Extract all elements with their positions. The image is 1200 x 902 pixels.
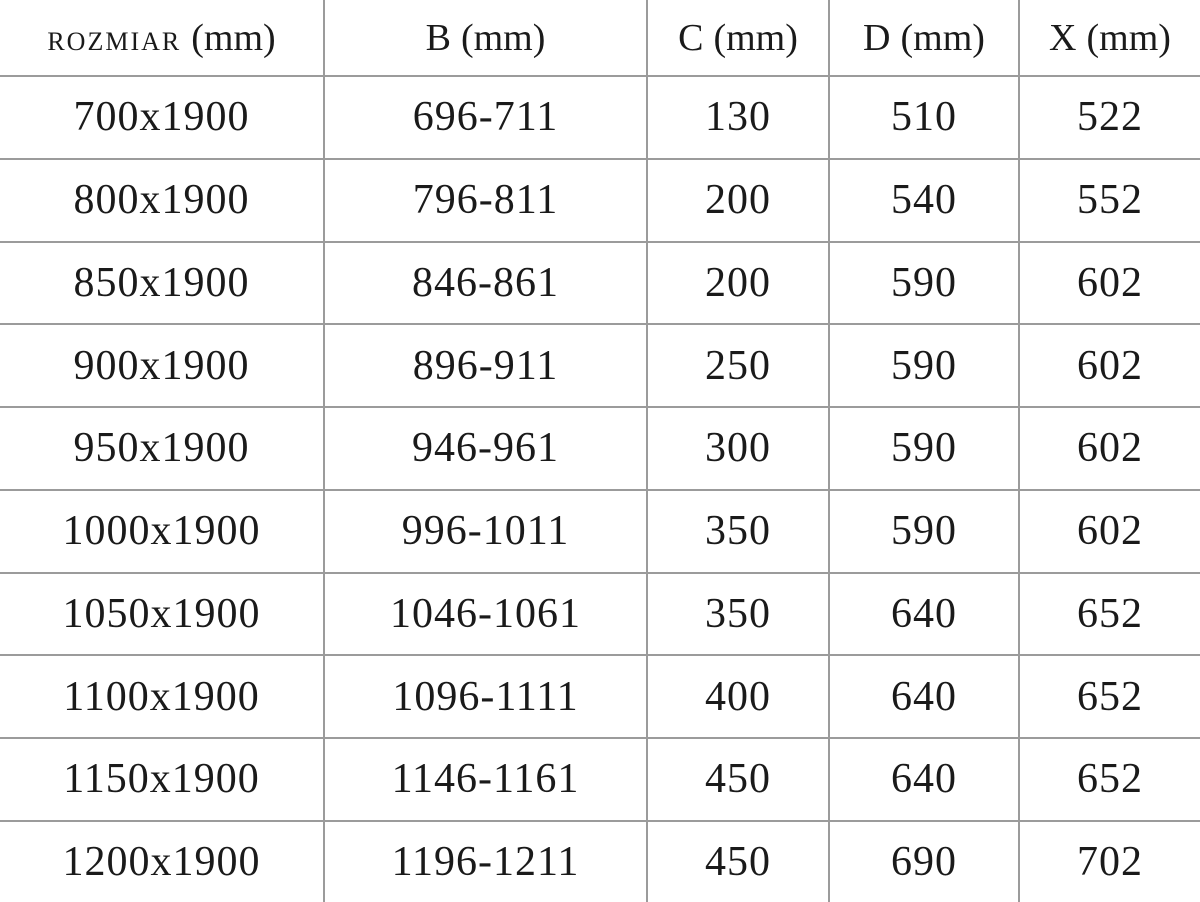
cell-d: 640 [829,655,1020,739]
cell-d: 690 [829,820,1020,902]
cell-x: 602 [1019,241,1200,326]
cell-rozmiar: 700x1900 [0,76,325,160]
column-unit: (mm) [713,16,798,59]
cell-rozmiar: 1050x1900 [0,572,325,657]
cell-d: 540 [829,158,1020,243]
cell-c: 450 [647,820,830,902]
cell-rozmiar: 1100x1900 [0,655,325,739]
cell-b: 996-1011 [324,489,648,574]
column-label: ROZMIAR [47,26,182,56]
table-row: 700x1900 696-711 130 510 522 [0,76,1200,160]
cell-rozmiar: 1200x1900 [0,820,325,902]
column-header-d: D (mm) [829,0,1020,77]
cell-rozmiar: 800x1900 [0,158,325,243]
cell-b: 1146-1161 [324,738,648,822]
column-header-x: X (mm) [1019,0,1200,77]
table-header: ROZMIAR (mm) B (mm) C (mm) D (mm) X (mm) [0,0,1200,77]
cell-b: 1046-1061 [324,572,648,657]
cell-x: 552 [1019,158,1200,243]
cell-b: 946-961 [324,407,648,491]
cell-b: 1096-1111 [324,655,648,739]
cell-c: 130 [647,76,830,160]
column-unit: (mm) [191,16,276,59]
cell-rozmiar: 850x1900 [0,241,325,326]
column-label: D [863,16,891,59]
cell-d: 510 [829,76,1020,160]
cell-b: 696-711 [324,76,648,160]
table-row: 950x1900 946-961 300 590 602 [0,407,1200,491]
cell-d: 590 [829,324,1020,408]
column-unit: (mm) [900,16,985,59]
column-header-rozmiar: ROZMIAR (mm) [0,0,325,77]
cell-rozmiar: 1000x1900 [0,489,325,574]
cell-x: 602 [1019,489,1200,574]
cell-b: 1196-1211 [324,820,648,902]
cell-b: 846-861 [324,241,648,326]
table-row: 1100x1900 1096-1111 400 640 652 [0,655,1200,739]
cell-d: 590 [829,241,1020,326]
table-row: 1000x1900 996-1011 350 590 602 [0,489,1200,574]
table-row: 1200x1900 1196-1211 450 690 702 [0,820,1200,902]
cell-c: 450 [647,738,830,822]
cell-rozmiar: 950x1900 [0,407,325,491]
cell-x: 652 [1019,572,1200,657]
cell-c: 300 [647,407,830,491]
column-header-c: C (mm) [647,0,830,77]
cell-x: 652 [1019,655,1200,739]
column-label: C [678,16,704,59]
cell-x: 602 [1019,407,1200,491]
table-row: 1150x1900 1146-1161 450 640 652 [0,738,1200,822]
header-row: ROZMIAR (mm) B (mm) C (mm) D (mm) X (mm) [0,0,1200,77]
cell-c: 250 [647,324,830,408]
cell-x: 652 [1019,738,1200,822]
cell-d: 590 [829,489,1020,574]
column-unit: (mm) [460,16,546,59]
table-row: 800x1900 796-811 200 540 552 [0,158,1200,243]
column-label: B [425,16,451,59]
cell-b: 796-811 [324,158,648,243]
cell-d: 640 [829,738,1020,822]
cell-x: 702 [1077,838,1143,885]
table-row: 900x1900 896-911 250 590 602 [0,324,1200,408]
column-unit: (mm) [1086,16,1171,59]
table-row: 850x1900 846-861 200 590 602 [0,241,1200,326]
cell-c: 400 [647,655,830,739]
cell-d: 590 [829,407,1020,491]
column-label: X [1049,16,1077,59]
cell-d: 640 [829,572,1020,657]
cell-c: 200 [647,158,830,243]
cell-c: 350 [647,572,830,657]
cell-b: 896-911 [324,324,648,408]
cell-x: 602 [1019,324,1200,408]
cell-rozmiar: 1150x1900 [0,738,325,822]
cell-c: 350 [647,489,830,574]
table-body: 700x1900 696-711 130 510 522 800x1900 796-811 2… [0,76,1200,902]
cell-x: 522 [1019,76,1200,160]
column-header-b: B (mm) [324,0,648,77]
table-row: 1050x1900 1046-1061 350 640 652 [0,572,1200,657]
cell-rozmiar: 900x1900 [0,324,325,408]
cell-c: 200 [647,241,830,326]
